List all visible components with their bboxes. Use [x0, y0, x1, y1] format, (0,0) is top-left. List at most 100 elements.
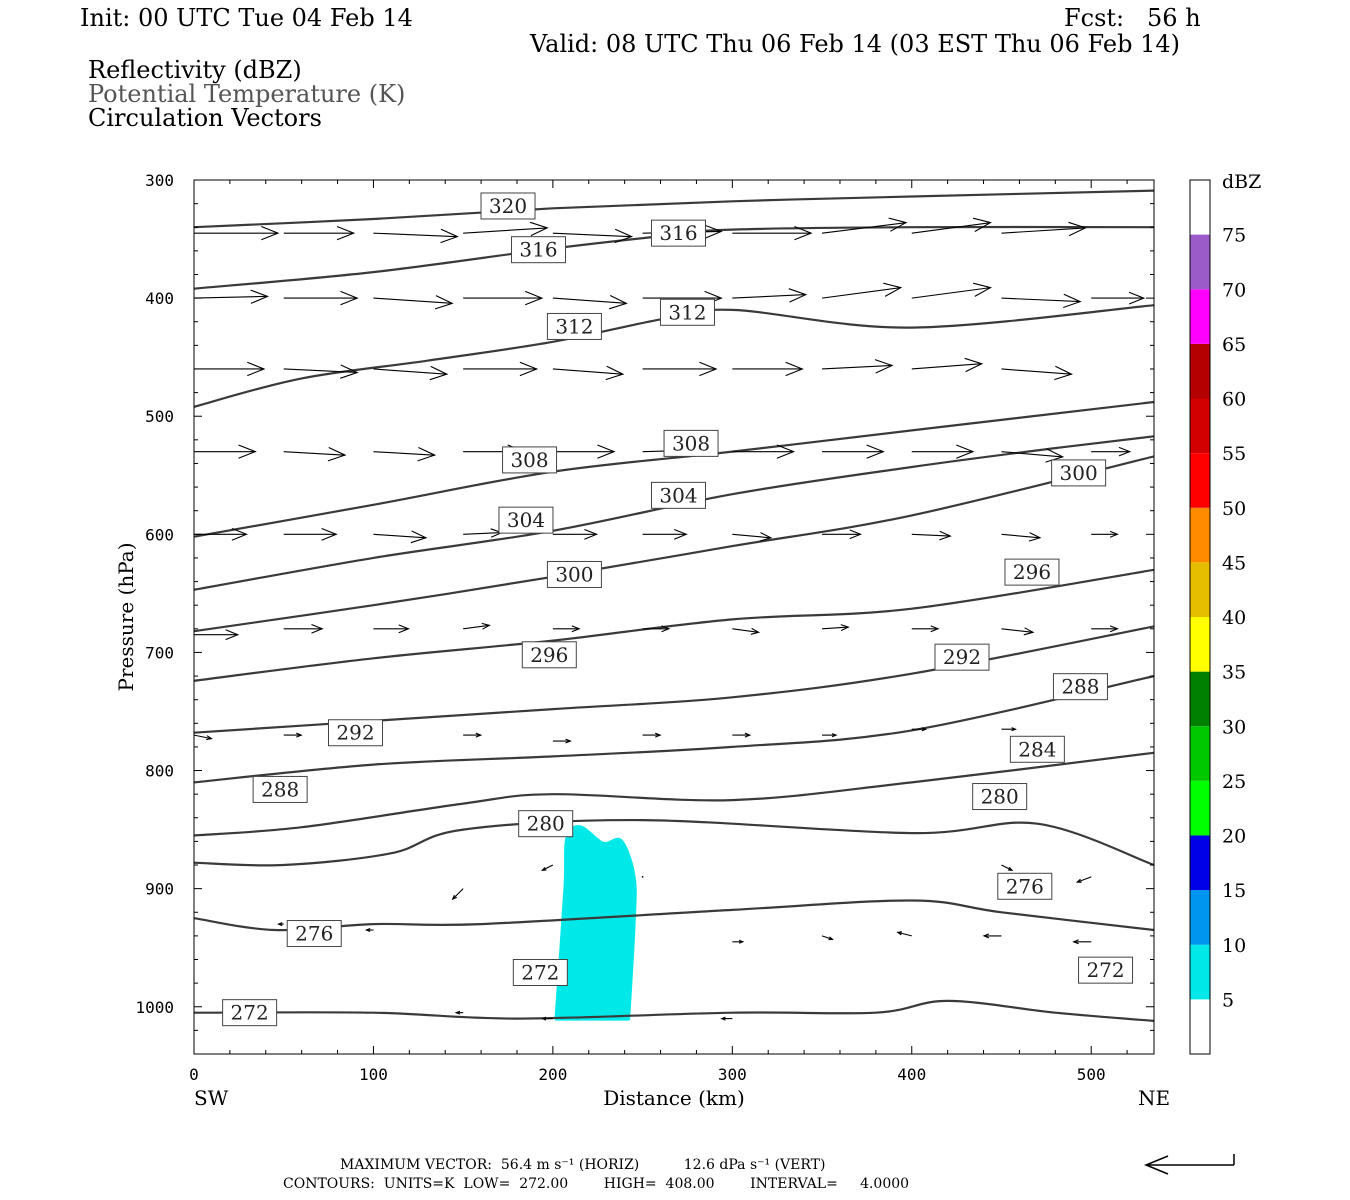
circulation-vector [911, 217, 992, 234]
circulation-vector [283, 732, 303, 738]
field-reflectivity: Reflectivity (dBZ) [88, 56, 302, 84]
circulation-vector [194, 225, 280, 241]
x-end-label-right: NE [1138, 1086, 1170, 1110]
circulation-vector [283, 527, 338, 541]
x-tick-label: 100 [359, 1065, 388, 1084]
theta-contour-320 [194, 189, 1154, 229]
circulation-vector [552, 528, 599, 540]
circulation-vector [373, 228, 459, 244]
colorbar-tick-label: 55 [1222, 443, 1246, 465]
circulation-vector [1091, 530, 1119, 538]
circulation-vector [283, 623, 324, 634]
max-vector-info: MAXIMUM VECTOR: 56.4 m s⁻¹ (HORIZ) 12.6 … [340, 1157, 826, 1173]
svg-text:284: 284 [1018, 737, 1056, 761]
circulation-vector [373, 295, 454, 310]
contour-label: 300 [1051, 459, 1107, 487]
contour-label: 276 [997, 872, 1053, 900]
theta-contour-272 [194, 999, 1154, 1022]
contour-label: 296 [521, 641, 577, 669]
contour-label: 280 [518, 810, 574, 838]
colorbar-tick-label: 60 [1222, 389, 1246, 411]
x-end-label-left: SW [194, 1086, 229, 1110]
x-tick-label: 0 [189, 1065, 199, 1084]
x-tick-label: 400 [897, 1065, 926, 1084]
svg-text:308: 308 [672, 431, 710, 455]
circulation-vector [911, 444, 975, 459]
colorbar-tick-label: 15 [1222, 880, 1246, 902]
circulation-vector [463, 290, 544, 306]
circulation-vector [1001, 727, 1017, 732]
circulation-vector [822, 529, 862, 540]
circulation-vector [732, 288, 808, 303]
theta-contour-288 [194, 675, 1154, 784]
colorbar-swatch [1190, 780, 1210, 836]
circulation-vector [911, 727, 928, 732]
circulation-vector [540, 1016, 553, 1021]
x-tick-label: 300 [718, 1065, 747, 1084]
colorbar-tick-label: 25 [1222, 771, 1246, 793]
circulation-vector [1001, 221, 1087, 237]
circulation-vector [720, 1016, 733, 1021]
circulation-vector [732, 732, 752, 738]
circulation-vector [364, 927, 374, 933]
contour-label: 292 [327, 719, 383, 747]
field-potential-temperature: Potential Temperature (K) [88, 80, 406, 108]
circulation-vector-layer [194, 217, 1146, 1021]
svg-text:312: 312 [555, 314, 593, 338]
theta-contour-300 [194, 455, 1154, 633]
svg-text:288: 288 [1061, 675, 1099, 699]
circulation-vector [641, 875, 644, 878]
contour-label: 316 [650, 219, 706, 247]
circulation-vector [194, 289, 269, 304]
circulation-vector [822, 444, 885, 459]
circulation-vector [1001, 365, 1073, 381]
circulation-vector [642, 528, 688, 540]
y-tick-label: 600 [145, 525, 174, 544]
colorbar-tick-label: 5 [1222, 989, 1234, 1011]
circulation-vector [541, 864, 554, 871]
circulation-vector [373, 624, 410, 634]
y-tick-label: 900 [145, 880, 174, 899]
circulation-vector [1091, 291, 1146, 305]
circulation-vector [642, 625, 671, 633]
circulation-vector [373, 530, 428, 544]
circulation-vector [283, 290, 359, 306]
svg-text:288: 288 [261, 777, 299, 801]
circulation-vector [552, 365, 625, 381]
colorbar-tick-label: 10 [1222, 935, 1246, 957]
svg-text:320: 320 [489, 194, 527, 218]
circulation-vector [1001, 864, 1014, 871]
svg-text:308: 308 [510, 448, 548, 472]
circulation-vector [552, 625, 581, 633]
x-axis-title: Distance (km) [603, 1086, 745, 1110]
contour-label: 304 [498, 506, 554, 534]
theta-contour-layer [194, 189, 1154, 1022]
colorbar-swatch [1190, 726, 1210, 781]
contour-label: 296 [1004, 558, 1060, 586]
svg-text:296: 296 [1013, 560, 1051, 584]
contour-label: 320 [480, 192, 536, 220]
circulation-vector [642, 361, 718, 377]
reflectivity-echo [554, 825, 637, 1021]
svg-text:312: 312 [668, 300, 706, 324]
circulation-vector [463, 732, 483, 738]
svg-text:272: 272 [1086, 958, 1124, 982]
contour-label: 272 [1078, 956, 1134, 984]
theta-contour-308 [194, 400, 1154, 538]
circulation-vector [451, 888, 464, 901]
circulation-vector [911, 625, 940, 633]
contour-label: 300 [546, 560, 602, 588]
svg-text:304: 304 [507, 508, 545, 532]
theta-contour-284 [194, 751, 1154, 837]
contour-label: 280 [972, 783, 1028, 811]
circulation-vector [911, 357, 984, 373]
circulation-vector [642, 732, 662, 738]
colorbar-tick-label: 20 [1222, 826, 1246, 848]
circulation-vector [822, 733, 838, 738]
svg-text:316: 316 [519, 238, 557, 262]
theta-contour-292 [194, 625, 1154, 734]
svg-text:316: 316 [659, 221, 697, 245]
theta-contour-312 [194, 304, 1154, 408]
colorbar-swatch [1190, 343, 1210, 399]
colorbar-tick-label: 75 [1222, 225, 1246, 247]
